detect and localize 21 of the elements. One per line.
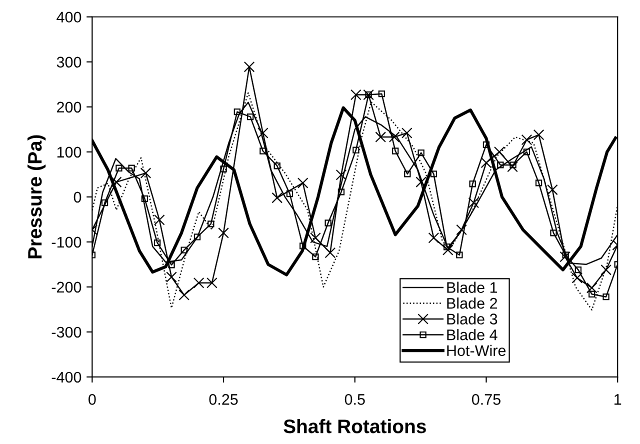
y-axis-title: Pressure (Pa) xyxy=(27,135,46,258)
y-tick-label: 0 xyxy=(74,192,82,203)
y-tick-label: 300 xyxy=(56,56,82,68)
x-tick-label: 0.5 xyxy=(344,394,365,405)
y-tick-label: 400 xyxy=(56,12,82,23)
y-tick-label: -400 xyxy=(52,372,82,383)
y-tick-label: 100 xyxy=(57,146,82,158)
y-tick-label: -100 xyxy=(52,236,82,248)
legend-label: Blade 4 xyxy=(447,329,498,340)
x-tick-label: 1 xyxy=(614,394,622,405)
x-axis-title: Shaft Rotations xyxy=(284,418,426,434)
y-tick-label: -300 xyxy=(52,326,82,338)
x-tick-label: 0.25 xyxy=(209,394,238,405)
legend-label: Hot-Wire xyxy=(447,344,506,356)
legend-label: Blade 1 xyxy=(447,282,498,293)
y-tick-label: 200 xyxy=(57,102,82,113)
legend-label: Blade 2 xyxy=(447,298,498,309)
x-tick-label: 0.75 xyxy=(472,394,500,405)
x-tick-label: 0 xyxy=(88,394,96,405)
y-tick-label: -200 xyxy=(52,282,82,293)
legend-label: Blade 3 xyxy=(447,313,498,324)
